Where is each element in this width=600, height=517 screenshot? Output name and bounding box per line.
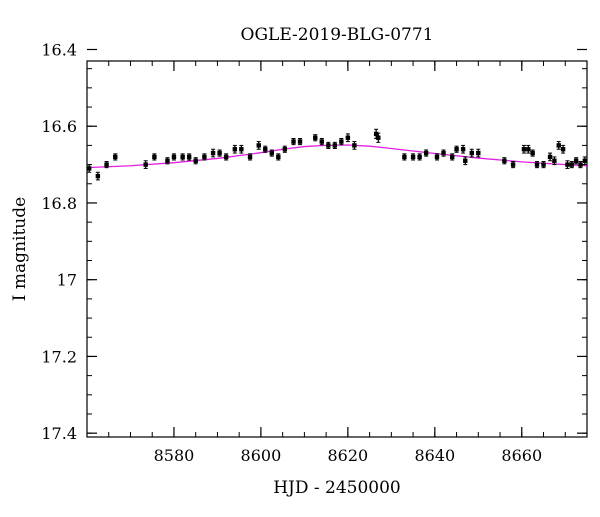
data-point xyxy=(417,154,422,160)
data-point xyxy=(569,162,574,167)
data-point xyxy=(313,135,318,140)
data-point xyxy=(186,154,192,160)
data-point xyxy=(180,154,185,160)
data-point xyxy=(223,154,229,160)
data-point xyxy=(454,147,459,152)
data-point xyxy=(463,158,468,163)
data-point xyxy=(210,150,216,156)
data-point xyxy=(534,162,540,167)
data-point xyxy=(276,154,281,160)
data-point xyxy=(297,139,303,144)
data-point xyxy=(332,143,338,148)
data-point xyxy=(502,158,507,163)
data-point xyxy=(560,147,566,152)
x-tick-label: 8620 xyxy=(328,446,369,465)
data-point xyxy=(476,150,481,156)
data-point xyxy=(578,162,583,167)
data-point xyxy=(165,158,170,163)
minor-ticks xyxy=(86,61,588,437)
data-point xyxy=(582,158,588,163)
data-point xyxy=(460,147,466,152)
data-point xyxy=(521,147,527,152)
data-point xyxy=(239,147,244,152)
data-point xyxy=(565,162,570,167)
data-point xyxy=(552,158,557,163)
data-point xyxy=(152,154,157,160)
data-points xyxy=(86,128,588,181)
data-point xyxy=(450,154,455,160)
y-tick-label: 17 xyxy=(57,271,77,290)
data-point xyxy=(247,154,253,160)
data-point xyxy=(113,154,118,160)
data-point xyxy=(326,143,331,148)
data-point xyxy=(373,131,379,137)
data-point xyxy=(352,143,357,148)
data-point xyxy=(95,173,101,179)
y-tick-label: 16.4 xyxy=(41,40,77,59)
y-tick-label: 16.6 xyxy=(41,117,77,136)
x-axis-label: HJD - 2450000 xyxy=(273,478,401,498)
data-point xyxy=(143,162,148,167)
data-point xyxy=(104,162,109,167)
data-point xyxy=(423,150,429,156)
data-point xyxy=(410,154,416,160)
data-point xyxy=(573,158,579,163)
data-point xyxy=(339,139,344,144)
data-point xyxy=(171,154,177,160)
data-point xyxy=(345,135,351,140)
data-point xyxy=(319,139,324,144)
data-point xyxy=(269,150,274,156)
x-tick-label: 8640 xyxy=(414,446,455,465)
y-axis-label: I magnitude xyxy=(10,197,30,301)
y-tick-labels: 16.4 16.6 16.8 17 17.2 17.4 xyxy=(41,40,77,443)
x-tick-label: 8660 xyxy=(501,446,542,465)
x-tick-labels: 8580 8600 8620 8640 8660 xyxy=(154,446,543,465)
y-tick-label: 16.8 xyxy=(41,194,77,213)
data-point xyxy=(541,162,546,167)
data-point xyxy=(530,150,535,156)
plot-frame xyxy=(86,60,588,438)
data-point xyxy=(256,143,261,148)
data-point xyxy=(434,154,440,160)
data-point xyxy=(263,147,268,152)
data-point xyxy=(217,150,222,156)
x-tick-label: 8600 xyxy=(241,446,282,465)
data-point xyxy=(469,150,474,156)
data-point xyxy=(526,147,531,152)
data-point xyxy=(86,166,92,171)
data-point xyxy=(376,135,381,140)
x-tick-label: 8580 xyxy=(154,446,195,465)
major-ticks xyxy=(87,48,587,437)
data-point xyxy=(193,158,198,163)
y-tick-label: 17.2 xyxy=(41,347,77,366)
y-tick-label: 17.4 xyxy=(41,424,77,443)
data-point xyxy=(441,150,446,156)
data-point xyxy=(282,147,288,152)
data-point xyxy=(510,162,516,167)
data-point xyxy=(202,154,207,160)
data-point xyxy=(232,147,238,152)
data-point xyxy=(402,154,407,160)
data-point xyxy=(547,154,553,160)
data-point xyxy=(291,139,296,144)
chart-title: OGLE-2019-BLG-0771 xyxy=(241,25,434,45)
data-point xyxy=(556,143,561,148)
